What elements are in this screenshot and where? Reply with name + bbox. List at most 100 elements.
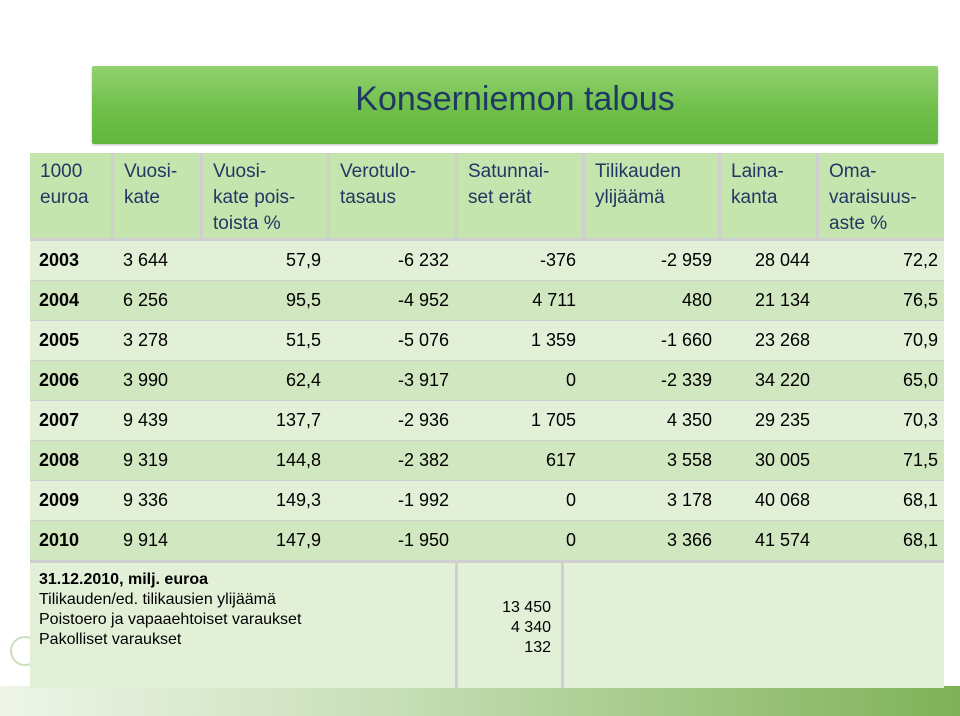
header-label: Satunnai- set erät	[468, 161, 550, 208]
value-cell: -2 936	[397, 410, 449, 430]
value-cell: 51,5	[285, 330, 321, 350]
value-cell: 41 574	[754, 530, 810, 550]
value-cell: 65,0	[902, 370, 938, 390]
value-cell: 40 068	[754, 490, 810, 510]
value-cell: -2 339	[660, 370, 712, 390]
value-cell: 70,9	[902, 330, 938, 350]
value-cell: 29 235	[754, 410, 810, 430]
value-cell: 71,5	[902, 450, 938, 470]
value-cell: 480	[681, 290, 712, 310]
table-row: 2003 3 644 57,9 -6 232 -376 -2 959 28 044 72,2	[30, 241, 944, 280]
footer-value: 132	[524, 639, 551, 656]
value-cell: 617	[545, 450, 576, 470]
value-cell: 144,8	[275, 450, 321, 470]
slide-title: Konserniemon talous	[355, 80, 675, 118]
value-cell: 4 350	[666, 410, 712, 430]
header-cell: Vuosi- kate pois- toista %	[203, 153, 327, 238]
value-cell: 72,2	[902, 250, 938, 270]
value-cell: -5 076	[397, 330, 449, 350]
footer-empty-cell	[564, 563, 944, 688]
header-cell: 1000 euroa	[30, 153, 111, 238]
table-row: 2005 3 278 51,5 -5 076 1 359 -1 660 23 268 70,9	[30, 321, 944, 360]
header-label: Laina- kanta	[731, 161, 784, 208]
value-cell: 21 134	[754, 290, 810, 310]
value-cell: -4 952	[397, 290, 449, 310]
finance-table: 1000 euroa Vuosi- kate Vuosi- kate pois-…	[30, 153, 944, 688]
header-cell: Verotulo- tasaus	[330, 153, 455, 238]
header-cell: Tilikauden ylijäämä	[585, 153, 718, 238]
header-label: Tilikauden ylijäämä	[595, 161, 681, 208]
footer-line: Poistoero ja vapaaehtoiset varaukset	[39, 611, 302, 628]
value-cell: 3 990	[123, 370, 169, 390]
value-cell: 95,5	[285, 290, 321, 310]
value-cell: -2 959	[660, 250, 712, 270]
value-cell: 9 336	[123, 490, 169, 510]
value-cell: 9 439	[123, 410, 169, 430]
header-label: Vuosi- kate	[124, 161, 178, 208]
value-cell: 149,3	[275, 490, 321, 510]
value-cell: 70,3	[902, 410, 938, 430]
value-cell: -2 382	[397, 450, 449, 470]
table-row: 2007 9 439 137,7 -2 936 1 705 4 350 29 235 70,3	[30, 401, 944, 440]
footer-line: Pakolliset varaukset	[39, 631, 182, 648]
year-cell: 2010	[39, 530, 80, 550]
value-cell: 3 366	[666, 530, 712, 550]
footer-heading: 31.12.2010, milj. euroa	[39, 571, 208, 588]
table-row: 2009 9 336 149,3 -1 992 0 3 178 40 068 68,1	[30, 481, 944, 520]
value-cell: 68,1	[902, 490, 938, 510]
header-label: Verotulo- tasaus	[340, 161, 417, 208]
footer-notes: 31.12.2010, milj. euroa Tilikauden/ed. t…	[30, 563, 455, 688]
value-cell: 3 178	[666, 490, 712, 510]
value-cell: 76,5	[902, 290, 938, 310]
title-banner: Konserniemon talous	[92, 66, 938, 144]
value-cell: 0	[565, 530, 576, 550]
value-cell: 30 005	[754, 450, 810, 470]
header-cell: Vuosi- kate	[114, 153, 200, 238]
header-label: Vuosi- kate pois- toista %	[213, 161, 296, 234]
table-row: 2010 9 914 147,9 -1 950 0 3 366 41 574 68,1	[30, 521, 944, 560]
table-row: 2004 6 256 95,5 -4 952 4 711 480 21 134 76,5	[30, 281, 944, 320]
value-cell: 137,7	[275, 410, 321, 430]
bottom-decor-band	[0, 686, 960, 716]
value-cell: -6 232	[397, 250, 449, 270]
value-cell: 6 256	[123, 290, 169, 310]
year-cell: 2008	[39, 450, 80, 470]
value-cell: 23 268	[754, 330, 810, 350]
table-row: 2008 9 319 144,8 -2 382 617 3 558 30 005 71,5	[30, 441, 944, 480]
header-cell: Laina- kanta	[721, 153, 816, 238]
value-cell: 28 044	[754, 250, 810, 270]
header-cell: Satunnai- set erät	[458, 153, 582, 238]
value-cell: 57,9	[285, 250, 321, 270]
footer-value: 13 450	[502, 599, 551, 616]
value-cell: 3 278	[123, 330, 169, 350]
value-cell: -1 950	[397, 530, 449, 550]
footer-values: 13 450 4 340 132	[458, 563, 561, 688]
value-cell: 147,9	[275, 530, 321, 550]
header-label: Oma- varaisuus- aste %	[829, 161, 917, 234]
value-cell: -1 992	[397, 490, 449, 510]
footer-value: 4 340	[510, 619, 551, 636]
year-cell: 2005	[39, 330, 80, 350]
value-cell: 4 711	[532, 290, 576, 310]
value-cell: -376	[539, 250, 576, 270]
value-cell: -3 917	[397, 370, 449, 390]
value-cell: 0	[565, 490, 576, 510]
value-cell: 0	[565, 370, 576, 390]
year-cell: 2004	[39, 290, 80, 310]
value-cell: 3 558	[666, 450, 712, 470]
value-cell: 1 359	[530, 330, 576, 350]
value-cell: 9 319	[123, 450, 169, 470]
value-cell: 34 220	[754, 370, 810, 390]
year-cell: 2007	[39, 410, 80, 430]
value-cell: 9 914	[123, 530, 169, 550]
value-cell: 68,1	[902, 530, 938, 550]
footer-line: Tilikauden/ed. tilikausien ylijäämä	[39, 591, 276, 608]
year-cell: 2003	[39, 250, 80, 270]
year-cell: 2006	[39, 370, 80, 390]
table-row: 2006 3 990 62,4 -3 917 0 -2 339 34 220 65,0	[30, 361, 944, 400]
value-cell: 1 705	[530, 410, 576, 430]
year-cell: 2009	[39, 490, 80, 510]
header-cell: Oma- varaisuus- aste %	[819, 153, 944, 238]
header-label: 1000 euroa	[40, 161, 89, 208]
value-cell: -1 660	[660, 330, 712, 350]
